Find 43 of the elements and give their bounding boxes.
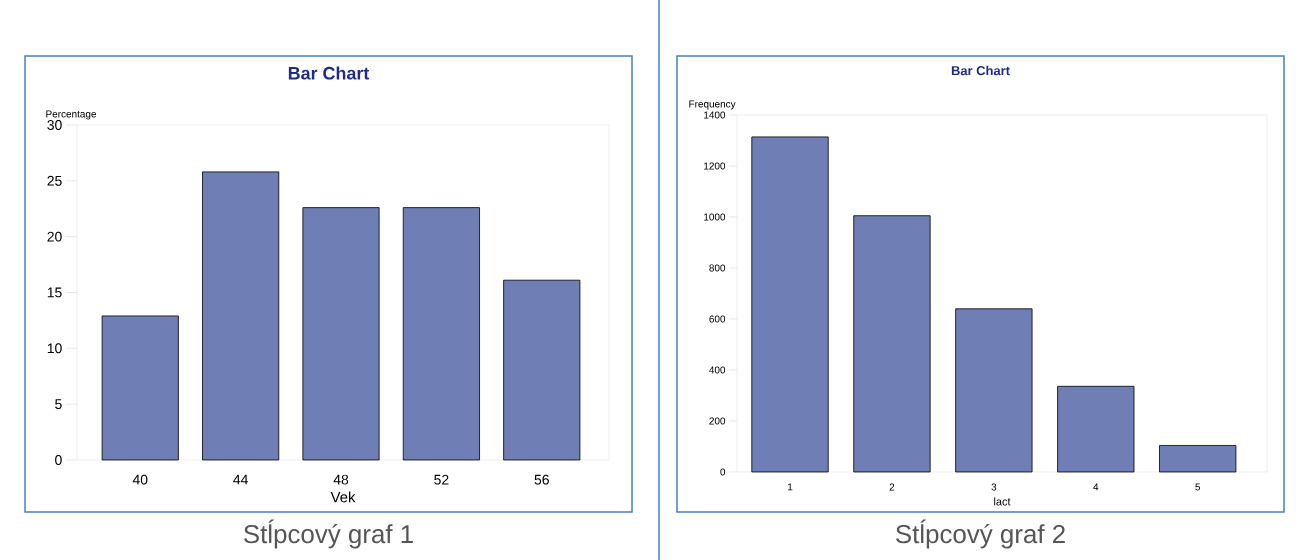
y-tick-label: 1000	[704, 213, 726, 221]
x-tick-label: 2	[889, 483, 895, 491]
x-tick-label: 44	[233, 474, 248, 485]
y-tick-label: 400	[709, 366, 726, 374]
y-axis-title: Frequency	[689, 100, 736, 110]
x-tick-label: 48	[333, 474, 349, 485]
x-tick-label: 1	[788, 483, 793, 491]
x-tick-label: 52	[434, 474, 449, 485]
y-axis-title: Percentage	[46, 110, 97, 120]
y-tick-label: 25	[47, 175, 62, 186]
bar	[955, 308, 1033, 473]
bar	[402, 207, 480, 461]
chart-title: Bar Chart	[288, 66, 370, 80]
bar	[302, 207, 380, 461]
y-tick-label: 5	[55, 399, 62, 410]
y-tick-label: 800	[709, 264, 726, 272]
chart-title: Bar Chart	[951, 65, 1010, 76]
y-tick-label: 1400	[704, 111, 726, 119]
bar	[751, 136, 829, 473]
bar	[1159, 445, 1237, 473]
bar	[101, 315, 179, 461]
text: Stĺpcový graf 1	[244, 519, 413, 549]
x-tick-label: 4	[1093, 483, 1099, 491]
y-tick-label: 600	[709, 315, 726, 323]
x-tick-label: 40	[132, 474, 148, 485]
y-tick-label: 0	[55, 455, 62, 465]
bar	[202, 171, 280, 461]
y-tick-label: 1200	[704, 162, 726, 170]
y-tick-label: 200	[709, 417, 726, 425]
bar	[503, 279, 581, 461]
x-axis-title: lact	[994, 497, 1011, 506]
bar	[1057, 385, 1135, 473]
x-tick-label: 5	[1195, 483, 1201, 491]
y-tick-label: 20	[47, 231, 62, 242]
x-tick-label: 56	[534, 474, 549, 485]
text: Stĺpcový graf 2	[896, 519, 1065, 549]
y-tick-label: 30	[47, 120, 62, 130]
x-axis-title: Vek	[330, 491, 356, 503]
bar	[853, 215, 931, 473]
y-tick-label: 10	[47, 343, 62, 354]
y-tick-label: 15	[47, 287, 62, 298]
y-tick-label: 0	[720, 468, 726, 476]
x-tick-label: 3	[991, 483, 997, 491]
